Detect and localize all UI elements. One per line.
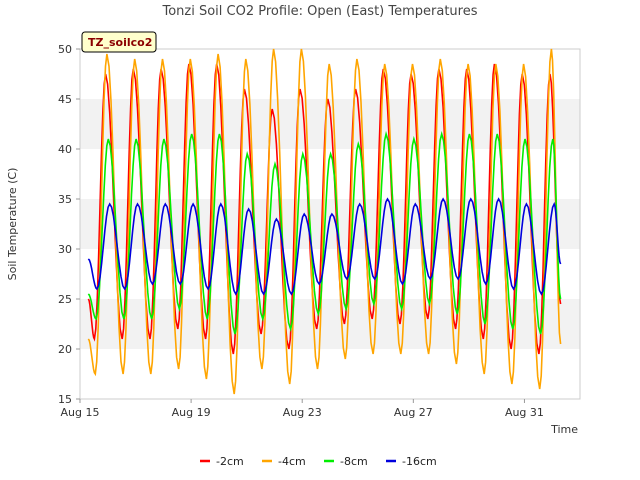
legend-label: -16cm: [402, 455, 437, 468]
x-axis-label: Time: [550, 423, 578, 436]
y-tick-label: 40: [58, 143, 72, 156]
legend: -2cm -4cm -8cm -16cm: [200, 455, 437, 468]
y-tick-label: 45: [58, 93, 72, 106]
site-badge-box: [81, 31, 157, 53]
y-axis-ticks: 15 20 25 30 35 40 45 50: [58, 43, 80, 406]
series-line-neg-8cm: [87, 130, 562, 335]
series-line-neg-4cm: [87, 48, 562, 395]
grid-band: [80, 299, 580, 349]
y-tick-label: 30: [58, 243, 72, 256]
y-tick-label: 35: [58, 193, 72, 206]
y-tick-label: 15: [58, 393, 72, 406]
site-badge-label: TZ_soilco2: [88, 36, 152, 49]
legend-label: -8cm: [340, 455, 368, 468]
plot-frame: [79, 48, 581, 400]
x-tick-label: Aug 27: [394, 406, 433, 419]
legend-label: -2cm: [216, 455, 244, 468]
series-line-neg-2cm: [87, 63, 562, 355]
y-axis-label: Soil Temperature (C): [6, 168, 19, 281]
series-lines: [87, 48, 562, 395]
x-tick-label: Aug 15: [61, 406, 100, 419]
y-tick-label: 50: [58, 43, 72, 56]
series-line-neg-16cm: [87, 197, 562, 296]
legend-label: -4cm: [278, 455, 306, 468]
y-tick-label: 20: [58, 343, 72, 356]
x-axis-ticks: Aug 15 Aug 19 Aug 23 Aug 27 Aug 31: [61, 399, 544, 419]
y-tick-label: 25: [58, 293, 72, 306]
chart-title: Tonzi Soil CO2 Profile: Open (East) Temp…: [161, 4, 477, 19]
x-tick-label: Aug 31: [505, 406, 544, 419]
site-badge: TZ_soilco2: [81, 31, 157, 53]
x-tick-label: Aug 19: [172, 406, 211, 419]
x-tick-label: Aug 23: [283, 406, 322, 419]
